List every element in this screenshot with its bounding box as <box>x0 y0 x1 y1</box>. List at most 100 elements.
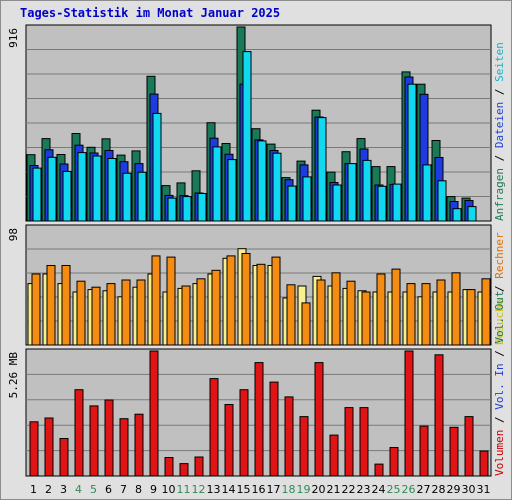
x-tick-label: 6 <box>105 483 112 496</box>
bar-volumen <box>44 417 54 477</box>
legend-separator: / <box>493 82 506 102</box>
bar-volumen <box>194 456 204 477</box>
x-tick-label: 11 <box>177 483 191 496</box>
bar-rechner <box>211 269 221 346</box>
bar-rechner <box>136 279 146 346</box>
bar-volumen <box>359 407 369 477</box>
x-tick-label: 26 <box>402 483 416 496</box>
bar-rechner <box>466 289 476 346</box>
x-tick-label: 18 <box>282 483 296 496</box>
x-tick-label: 29 <box>447 483 461 496</box>
bar-rechner <box>361 291 371 346</box>
bar-seiten <box>287 185 297 222</box>
bar-rechner <box>286 284 296 346</box>
bar-seiten <box>317 117 327 222</box>
bar-volumen <box>209 378 219 477</box>
bar-seiten <box>332 184 342 222</box>
bar-volumen <box>434 354 444 477</box>
x-tick-label: 15 <box>237 483 251 496</box>
bar-seiten <box>137 171 147 222</box>
right-legend: Besuche / Rechner <box>493 232 506 345</box>
bar-volumen <box>314 362 324 477</box>
bar-volumen <box>374 463 384 477</box>
x-tick-label: 4 <box>75 483 82 496</box>
bar-volumen <box>59 438 69 477</box>
y-max-label: 98 <box>7 228 20 241</box>
x-tick-label: 12 <box>192 483 206 496</box>
y-max-label: 5.26 MB <box>7 352 20 399</box>
x-tick-label: 10 <box>162 483 176 496</box>
x-tick-label: 8 <box>135 483 142 496</box>
x-tick-label: 2 <box>45 483 52 496</box>
bar-volumen <box>224 404 234 477</box>
right-legend: Anfragen / Dateien / Seiten <box>493 42 506 221</box>
legend-separator: / <box>493 410 506 430</box>
bar-rechner <box>241 253 251 346</box>
bar-volumen <box>104 399 114 477</box>
bar-volumen <box>464 416 474 477</box>
bar-seiten <box>197 193 207 222</box>
x-tick-label: 27 <box>417 483 431 496</box>
x-tick-label: 13 <box>207 483 221 496</box>
bar-seiten <box>227 159 237 222</box>
bar-volumen <box>254 362 264 477</box>
bar-rechner <box>481 278 491 346</box>
bar-rechner <box>331 272 341 346</box>
bar-rechner <box>106 283 116 346</box>
bar-volumen <box>149 350 159 477</box>
bar-rechner <box>196 278 206 346</box>
x-tick-label: 5 <box>90 483 97 496</box>
bar-volumen <box>89 405 99 477</box>
bar-rechner <box>316 279 326 346</box>
bar-rechner <box>226 255 236 346</box>
x-tick-label: 22 <box>342 483 356 496</box>
x-tick-label: 30 <box>462 483 476 496</box>
x-tick-label: 7 <box>120 483 127 496</box>
bar-seiten <box>32 167 42 222</box>
x-tick-label: 20 <box>312 483 326 496</box>
bar-seiten <box>122 172 132 222</box>
bar-volumen <box>119 418 129 477</box>
x-tick-label: 28 <box>432 483 446 496</box>
x-tick-label: 23 <box>357 483 371 496</box>
x-tick-label: 17 <box>267 483 281 496</box>
bar-volumen <box>29 421 39 477</box>
bar-volumen <box>344 407 354 477</box>
right-legend: Volumen / Vol. In / Vol. Out <box>493 291 506 476</box>
legend-separator: / <box>493 344 506 364</box>
bar-seiten <box>242 51 252 222</box>
bar-seiten <box>347 163 357 222</box>
bar-rechner <box>391 268 401 346</box>
bar-rechner <box>346 280 356 346</box>
bar-rechner <box>151 255 161 346</box>
legend-separator: / <box>493 279 506 299</box>
x-tick-label: 14 <box>222 483 236 496</box>
bar-volumen <box>299 416 309 477</box>
x-tick-label: 3 <box>60 483 67 496</box>
x-tick-label: 16 <box>252 483 266 496</box>
legend-label: Vol. Out <box>493 291 506 344</box>
bar-rechner <box>121 279 131 346</box>
bar-rechner <box>301 302 311 346</box>
legend-label: Volumen <box>493 430 506 476</box>
bar-volumen <box>329 434 339 477</box>
bar-rechner <box>46 265 56 346</box>
legend-label: Seiten <box>493 42 506 82</box>
bar-volumen <box>164 457 174 477</box>
legend-separator: / <box>493 148 506 168</box>
bar-seiten <box>392 183 402 222</box>
bar-seiten <box>437 180 447 222</box>
legend-label: Vol. In <box>493 363 506 409</box>
x-tick-label: 24 <box>372 483 386 496</box>
legend-label: Besuche <box>493 299 506 345</box>
bar-rechner <box>181 285 191 346</box>
bar-seiten <box>407 83 417 222</box>
bar-seiten <box>92 155 102 222</box>
bar-seiten <box>152 112 162 222</box>
bar-seiten <box>377 185 387 222</box>
bar-seiten <box>167 197 177 222</box>
bar-rechner <box>406 283 416 346</box>
panel-bottom: 5.26 MB Volumen / Vol. In / Vol. Out <box>7 291 506 477</box>
bar-seiten <box>362 159 372 222</box>
